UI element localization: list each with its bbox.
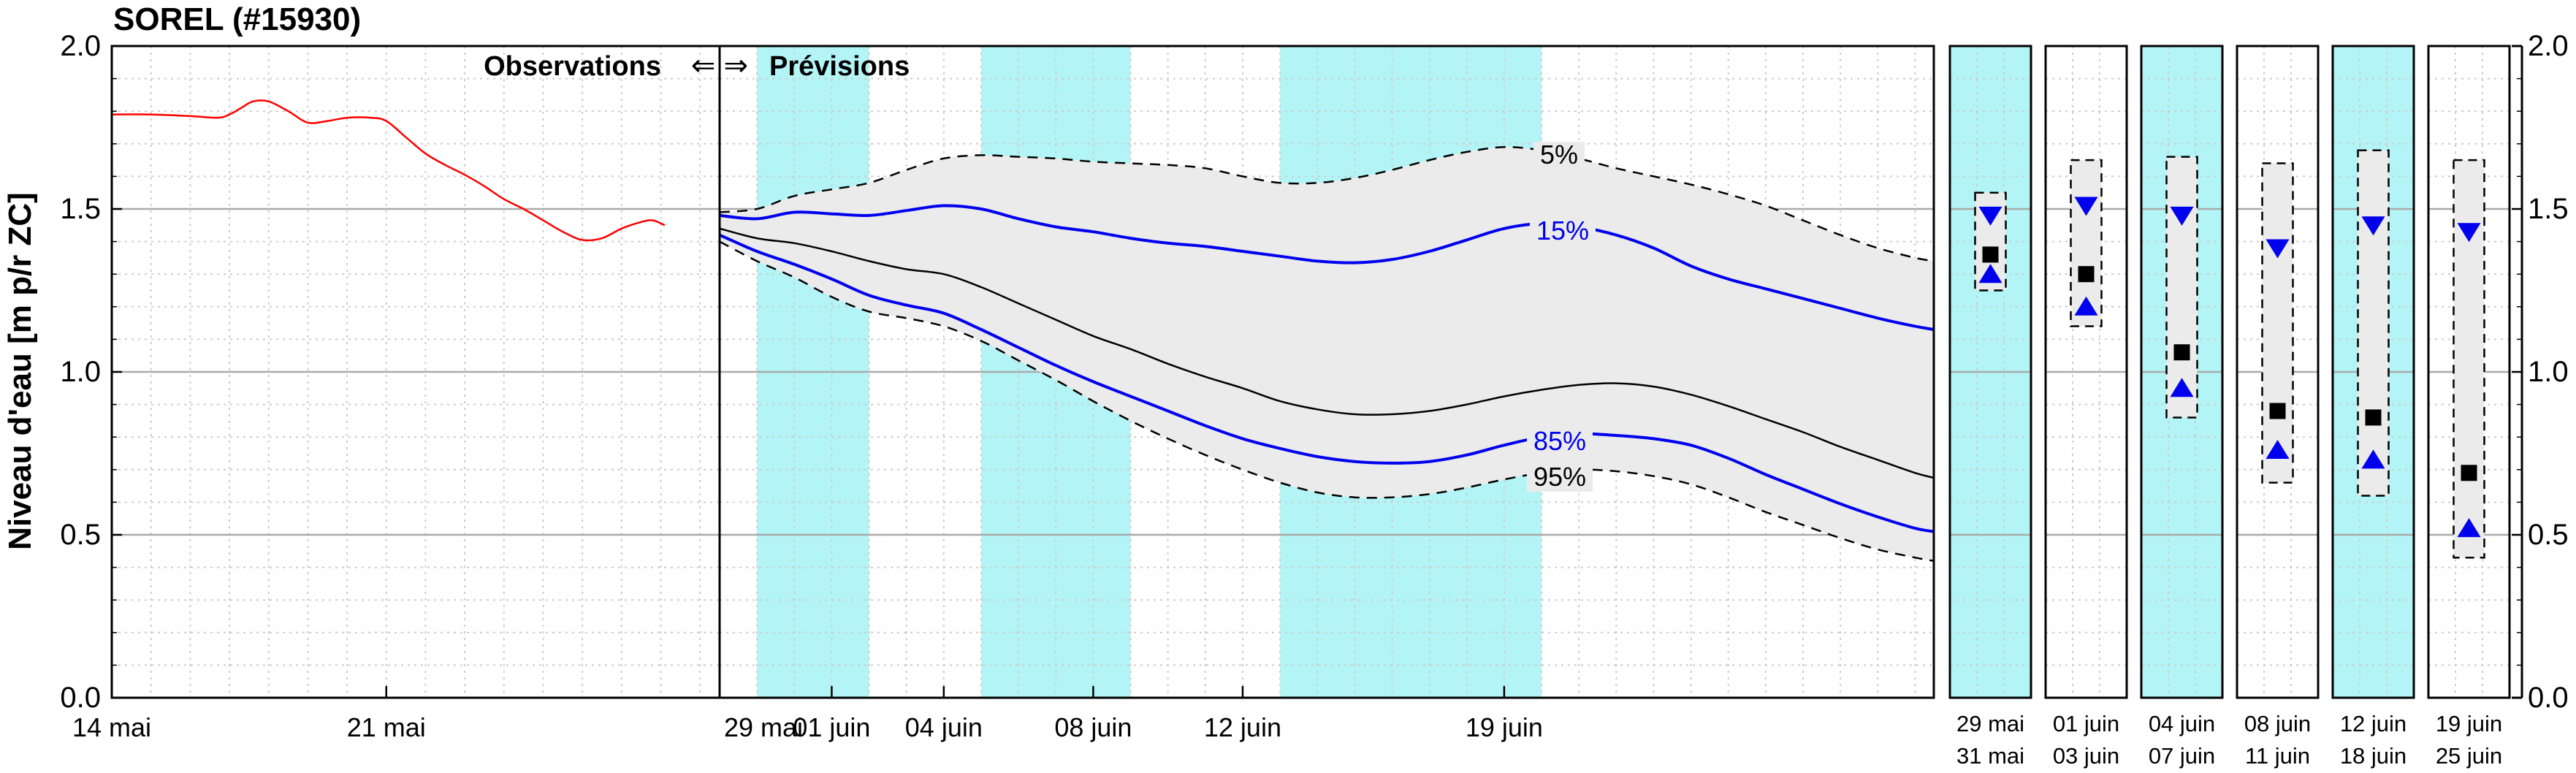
right-y-axis: 0.0 0.5 1.0 1.5 2.0	[2512, 30, 2569, 714]
right-y-tick-label: 0.5	[2528, 519, 2569, 551]
right-y-tick-label: 2.0	[2528, 30, 2569, 62]
period-end-label: 31 mai	[1956, 743, 2024, 769]
period-5-95-box	[2453, 159, 2485, 559]
period-panel: 19 juin 25 juin	[2427, 45, 2511, 769]
period-panel: 12 juin 18 juin	[2331, 45, 2415, 769]
period-median-marker	[2461, 465, 2477, 481]
period-panel: 29 mai 31 mai	[1948, 45, 2032, 769]
period-panel: 08 juin 11 juin	[2236, 45, 2320, 769]
period-start-label: 19 juin	[2436, 711, 2502, 736]
period-start-label: 12 juin	[2340, 711, 2407, 736]
forecast-5-95-envelope	[720, 147, 1934, 561]
period-median-marker	[2269, 403, 2286, 419]
period-85pct-marker	[2074, 296, 2098, 316]
period-median-marker	[2078, 266, 2095, 283]
series-label-p15: 15%	[1536, 216, 1589, 245]
y-axis-label: Niveau d'eau [m p/r ZC]	[2, 192, 38, 550]
period-panel-frame	[2427, 45, 2511, 699]
observations-label: Observations	[484, 51, 661, 82]
period-15pct-marker	[2457, 223, 2481, 243]
left-y-axis: 0.0 0.5 1.0 1.5 2.0	[60, 30, 122, 714]
period-end-label: 07 juin	[2149, 743, 2215, 769]
period-85pct-marker	[2266, 440, 2290, 460]
forecast-label: Prévisions	[769, 51, 910, 82]
period-85pct-marker	[2361, 449, 2385, 469]
forecast-95pct-line	[719, 240, 1935, 562]
forecast-15pct-line	[719, 204, 1935, 331]
series-label-background	[1530, 218, 1596, 245]
period-panel-frame	[2236, 45, 2320, 699]
section-labels: Observations ⇐ ⇒ Prévisions	[484, 50, 910, 82]
period-panel: 04 juin 07 juin	[2140, 45, 2224, 769]
period-panel-frame	[2331, 45, 2415, 699]
period-panel-frame	[2140, 45, 2224, 699]
period-median-marker	[2173, 344, 2190, 361]
series-label-background	[1527, 464, 1593, 492]
left-y-tick-label: 1.0	[60, 356, 101, 388]
observed-water-level-line	[111, 99, 666, 242]
period-15pct-marker	[1978, 206, 2003, 226]
period-start-label: 04 juin	[2149, 711, 2215, 736]
fc-x-tick-label: 04 juin	[905, 712, 983, 742]
transition-arrows: ⇐ ⇒	[691, 50, 748, 82]
fc-x-tick-label: 19 juin	[1466, 712, 1543, 742]
period-panel: 01 juin 03 juin	[2044, 45, 2128, 769]
fc-x-tick-label: 08 juin	[1054, 712, 1132, 742]
period-15pct-marker	[2170, 206, 2194, 226]
period-end-label: 11 juin	[2245, 743, 2310, 769]
obs-x-tick-label: 21 mai	[347, 712, 426, 742]
period-85pct-marker	[2170, 378, 2194, 397]
period-15pct-marker	[2266, 239, 2290, 259]
fc-x-tick-label: 01 juin	[793, 712, 870, 742]
observations-panel: 14 mai 21 mai	[72, 45, 721, 742]
left-y-tick-label: 0.0	[60, 682, 101, 714]
period-85pct-marker	[1978, 264, 2003, 283]
obs-x-tick-label: 14 mai	[72, 712, 151, 742]
period-85pct-marker	[2457, 518, 2481, 538]
period-5-95-box	[2357, 149, 2390, 497]
period-5-95-box	[2261, 162, 2294, 484]
series-label-p95: 95%	[1533, 462, 1586, 492]
series-label-background	[1533, 142, 1585, 170]
series-label-background	[1527, 428, 1593, 456]
period-start-label: 08 juin	[2244, 711, 2311, 736]
fc-x-tick-label: 12 juin	[1204, 712, 1281, 742]
left-y-tick-label: 1.5	[60, 193, 101, 225]
period-median-marker	[2365, 409, 2382, 426]
forecast-frame	[718, 45, 1935, 699]
series-label-p85: 85%	[1533, 426, 1586, 456]
right-y-tick-label: 1.5	[2528, 193, 2569, 225]
period-panel-frame	[2044, 45, 2128, 699]
left-y-tick-label: 2.0	[60, 30, 101, 62]
period-median-marker	[1982, 246, 1999, 263]
period-end-label: 03 juin	[2053, 743, 2119, 769]
period-15pct-marker	[2361, 216, 2385, 236]
period-panel-frame	[1948, 45, 2032, 699]
period-end-label: 25 juin	[2436, 743, 2502, 769]
chart-title: SOREL (#15930)	[113, 1, 361, 37]
right-y-tick-label: 1.0	[2528, 356, 2569, 388]
period-15pct-marker	[2074, 197, 2098, 216]
period-start-label: 01 juin	[2053, 711, 2119, 736]
period-boxplot-panels: 29 mai 31 mai 01 juin 03 juin 04 juin 07 juin…	[1948, 45, 2511, 769]
series-label-p05: 5%	[1540, 140, 1578, 170]
forecast-5pct-line	[719, 146, 1935, 262]
left-y-tick-label: 0.5	[60, 519, 101, 551]
right-y-tick-label: 0.0	[2528, 682, 2569, 714]
forecast-85pct-line	[719, 233, 1935, 533]
fc-x-tick-label: 29 mai	[724, 712, 803, 742]
period-5-95-box	[2165, 156, 2198, 419]
period-end-label: 18 juin	[2340, 743, 2407, 769]
forecast-median-line	[719, 227, 1935, 479]
period-start-label: 29 mai	[1956, 711, 2024, 736]
